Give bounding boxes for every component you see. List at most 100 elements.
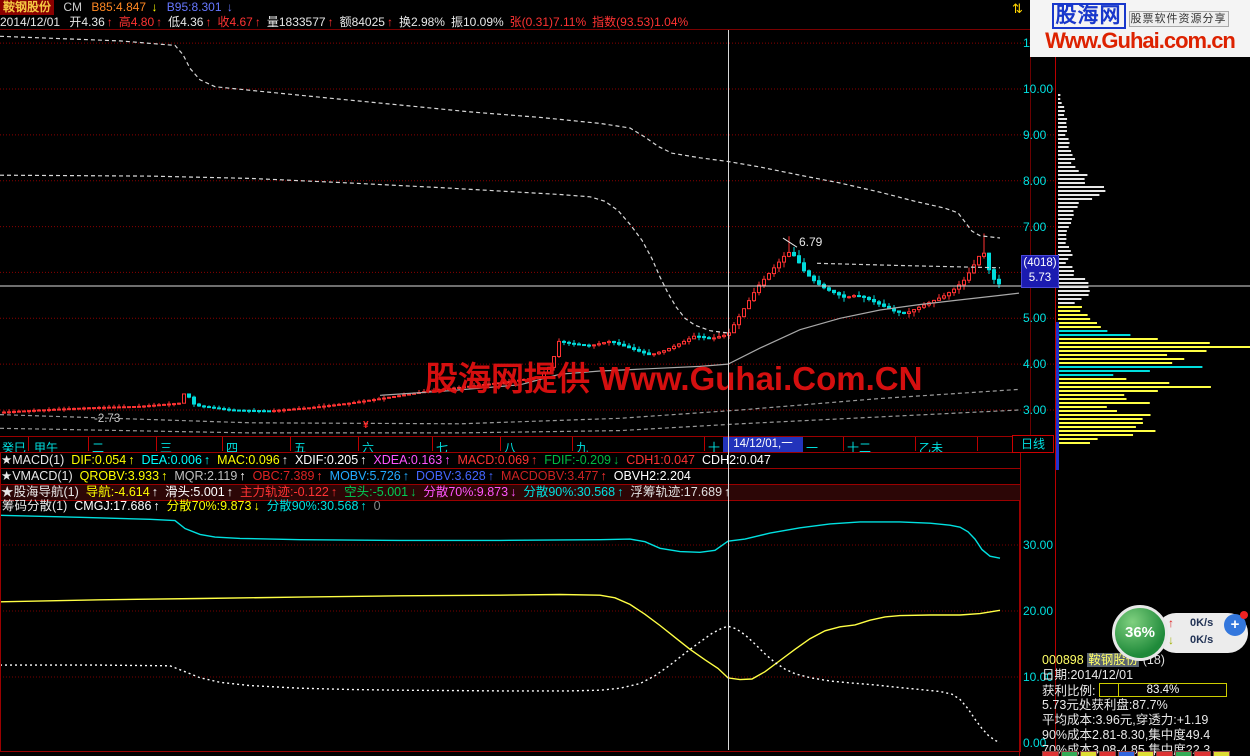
scroll-arrows-icon[interactable]: ⇅ — [1012, 1, 1023, 16]
quote-arrow-icon: ↑ — [386, 15, 393, 29]
volume-profile-bar — [1058, 98, 1061, 100]
candle-body — [277, 409, 281, 412]
progress-circle[interactable]: 36% — [1112, 605, 1168, 661]
subchart-header[interactable]: 筹码分散(1) CMGJ:17.686 ↑ 分散70%:9.873 ↓ 分散90%:30.… — [2, 499, 388, 513]
volume-profile-bar — [1058, 198, 1093, 200]
time-axis-label: 三 — [160, 441, 173, 455]
candle-body — [202, 405, 206, 408]
stock-name[interactable]: 鞍钢股份 — [0, 0, 55, 15]
indicator-arrow-icon: ↑ — [402, 469, 410, 483]
volume-profile-bar — [1058, 294, 1089, 296]
volume-profile-bar — [1058, 134, 1066, 136]
candle-body — [112, 406, 116, 409]
indicator-row-2[interactable]: ★股海导航(1) 导航:-4.614 ↑ 滑头:5.001 ↑ 主力轨迹:-0.122 ↑ 空… — [0, 484, 1021, 501]
price-axis-label: 9.00 — [1023, 127, 1047, 142]
subchart-name[interactable]: 筹码分散(1) — [2, 499, 68, 513]
candle-body — [142, 405, 146, 408]
candle-body — [267, 410, 271, 413]
candle-body — [722, 334, 726, 338]
volume-profile-bar — [1058, 118, 1068, 120]
indicator-name[interactable]: ★股海导航(1) — [1, 485, 79, 499]
candle-body — [942, 295, 946, 299]
time-axis-tick — [358, 437, 359, 451]
indicator-arrow-icon: ↑ — [239, 469, 246, 483]
candle-body — [457, 386, 461, 389]
candle-body — [392, 396, 396, 399]
volume-profile-bar — [1058, 162, 1072, 164]
indicator-field: CDH1:0.047 — [626, 453, 696, 467]
indicator-row-0[interactable]: ★MACD(1) DIF:0.054 ↑ DEA:0.006 ↑ MAC:0.096 ↑ XD… — [0, 452, 1021, 469]
time-axis-label: 六 — [362, 441, 375, 455]
candle-body — [882, 303, 886, 307]
subchart-frame[interactable] — [0, 497, 1021, 752]
quote-date: 2014/12/01 — [0, 15, 61, 29]
candle-body — [177, 402, 181, 405]
candle-body — [727, 332, 731, 336]
time-axis[interactable]: 癸巳 甲午 二 三 四 五 六 七 八 九 十 一 十二 乙未 — [0, 436, 1019, 455]
price-axis-label: 5.00 — [1023, 311, 1047, 326]
indicator-row-1[interactable]: ★VMACD(1) QROBV:3.933 ↑ MQR:2.119 ↑ OBC:7.389… — [0, 468, 1021, 485]
candle-body — [872, 298, 876, 303]
volume-profile-bar — [1058, 262, 1066, 264]
candle-body — [812, 275, 816, 282]
candle-body — [662, 350, 666, 353]
indicator-arrow-icon: ↑ — [153, 499, 160, 513]
candle-body — [237, 409, 241, 412]
indicator-field: 空头:-5.001 — [344, 485, 409, 499]
quote-item: 额84025 — [339, 15, 385, 29]
candle-body — [837, 292, 841, 296]
candle-body — [17, 410, 21, 413]
candle-body — [332, 404, 336, 407]
indicator-field: MQR:2.119 — [174, 469, 238, 483]
candle-body — [522, 378, 526, 381]
indicator-arrow-icon: ↑ — [600, 469, 607, 483]
volume-profile-bar — [1058, 322, 1097, 324]
candle-body — [172, 403, 176, 406]
volume-profile-bar — [1058, 254, 1073, 256]
quote-arrow-icon: ↑ — [106, 15, 113, 29]
volume-profile-bar — [1058, 218, 1072, 220]
crosshair-date-badge: 14/12/01,一 — [723, 437, 803, 452]
candle-body — [747, 300, 751, 310]
candle-body — [52, 408, 56, 411]
candle-body — [792, 251, 796, 257]
volume-profile-bar — [1058, 174, 1088, 176]
indicator-field: 滑头:5.001 — [164, 485, 225, 499]
indicator-field: XDIF:0.205 — [294, 453, 359, 467]
candle-body — [492, 382, 496, 385]
indicator-field: CDH2:0.047 — [702, 453, 771, 467]
volume-profile-bar — [1058, 314, 1088, 316]
candle-body — [437, 389, 441, 392]
sub-series-cmgj — [0, 625, 1001, 743]
volume-profile-bar — [1058, 418, 1143, 420]
volume-profile-bar — [1058, 434, 1134, 436]
indicator-field: MACD:0.069 — [457, 453, 530, 467]
quote-item: 量1833577 — [266, 15, 326, 29]
main-chart-canvas[interactable] — [0, 30, 1250, 756]
volume-profile-bar — [1058, 270, 1075, 272]
volume-profile-bar — [1058, 374, 1114, 376]
indicator-field: FDIF:-0.209 — [544, 453, 611, 467]
ex-dividend-marker-icon[interactable]: ¥ — [363, 420, 369, 431]
indicator-name[interactable]: ★MACD(1) — [1, 453, 65, 467]
volume-profile-bar — [1058, 122, 1067, 124]
volume-profile-bar — [1058, 246, 1070, 248]
volume-profile-bar — [1058, 222, 1072, 224]
candle-body — [252, 409, 256, 412]
indicator-field: DOBV:3.628 — [416, 469, 486, 483]
period-selector[interactable]: 日线 — [1012, 435, 1054, 453]
indicator-arrow-icon: ↑ — [161, 469, 168, 483]
candle-body — [992, 269, 996, 280]
candle-body — [672, 345, 676, 350]
stock-code[interactable]: 000898 — [1042, 653, 1084, 667]
add-button[interactable]: + — [1224, 614, 1246, 636]
indicator-name[interactable]: ★VMACD(1) — [1, 469, 73, 483]
candle-body — [22, 410, 26, 413]
candle-body — [342, 403, 346, 406]
indicator-arrow-icon: ↓ — [612, 453, 620, 467]
candle-body — [92, 407, 96, 410]
candle-body — [347, 402, 351, 405]
candle-body — [292, 408, 296, 411]
time-axis-tick — [432, 437, 433, 451]
volume-profile-bar — [1058, 238, 1067, 240]
